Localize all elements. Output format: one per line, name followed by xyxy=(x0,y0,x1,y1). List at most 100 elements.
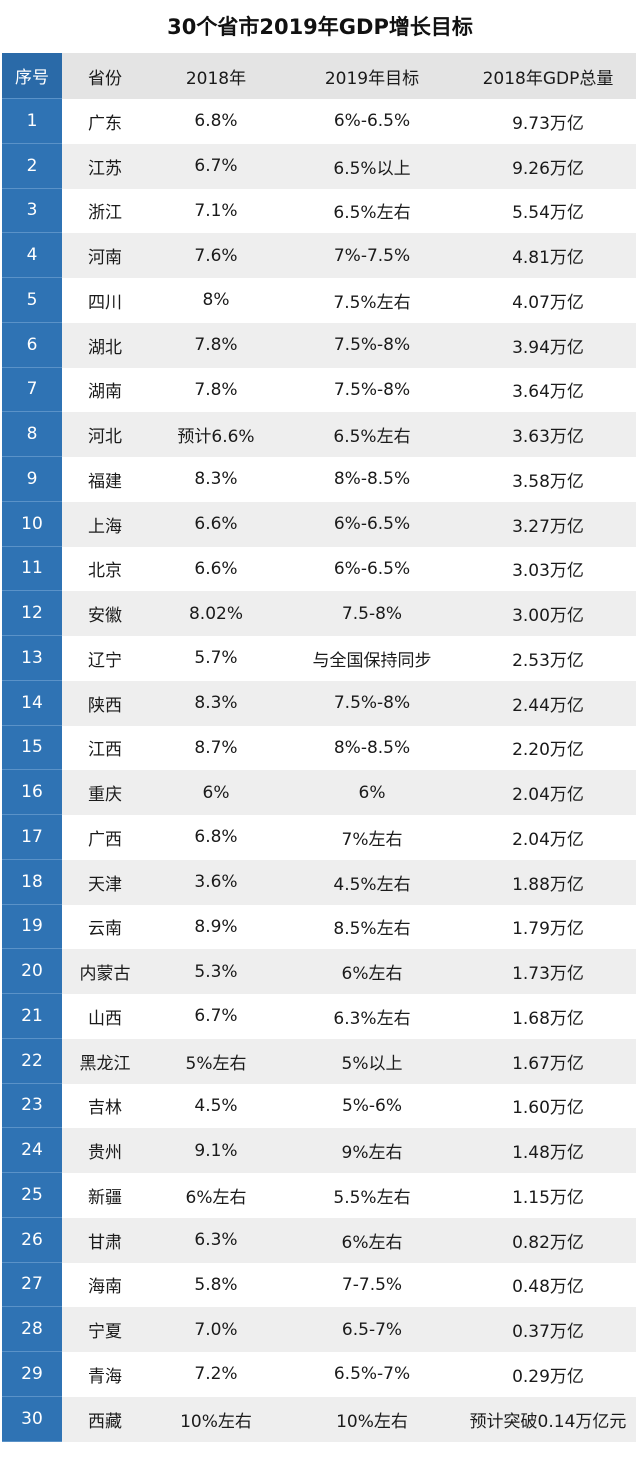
row-growth-2018: 5.3% xyxy=(194,961,238,982)
row-index: 7 xyxy=(2,367,62,413)
row-gdp-2018: 1.73万亿 xyxy=(512,964,584,985)
row-growth-2018: 8% xyxy=(202,290,230,311)
row-growth-2018: 6.7% xyxy=(194,156,238,177)
row-province: 广西 xyxy=(88,829,122,850)
row-gdp-2018: 3.64万亿 xyxy=(512,382,584,403)
row-gdp-2018: 2.53万亿 xyxy=(512,650,584,671)
row-growth-2018: 6.8% xyxy=(194,111,238,132)
row-growth-2018: 8.7% xyxy=(194,737,238,758)
gdp-table: 序号 省份 2018年 2019年目标 2018年GDP总量 1 广东 6.8% 6%… xyxy=(2,53,636,1442)
row-province: 浙江 xyxy=(88,203,122,224)
page-title: 30个省市2019年GDP增长目标 xyxy=(167,15,473,39)
header-target-2019: 2019年目标 xyxy=(324,68,420,89)
row-province: 贵州 xyxy=(88,1143,122,1164)
table-row: 27 海南 5.8% 7-7.5% 0.48万亿 xyxy=(2,1262,636,1308)
row-gdp-2018: 0.37万亿 xyxy=(512,1322,584,1343)
row-growth-2018: 4.5% xyxy=(194,1095,238,1116)
row-target-2019: 6%左右 xyxy=(341,964,403,985)
row-growth-2018: 8.3% xyxy=(194,469,238,490)
row-province: 黑龙江 xyxy=(79,1053,131,1074)
row-growth-2018: 5.7% xyxy=(194,648,238,669)
row-gdp-2018: 2.44万亿 xyxy=(512,695,584,716)
row-gdp-2018: 1.79万亿 xyxy=(512,919,584,940)
row-gdp-2018: 2.04万亿 xyxy=(512,829,584,850)
row-target-2019: 7-7.5% xyxy=(341,1274,403,1295)
row-target-2019: 6%-6.5% xyxy=(333,111,411,132)
row-growth-2018: 6% xyxy=(202,782,230,803)
row-growth-2018: 6%左右 xyxy=(185,1187,247,1208)
table-body: 1 广东 6.8% 6%-6.5% 9.73万亿 2 江苏 6.7% 6.5%以上 9.26万亿 3… xyxy=(2,99,636,1442)
row-index: 10 xyxy=(2,501,62,547)
table-row: 5 四川 8% 7.5%左右 4.07万亿 xyxy=(2,278,636,323)
table-row: 20 内蒙古 5.3% 6%左右 1.73万亿 xyxy=(2,949,636,994)
row-index: 5 xyxy=(2,278,62,323)
header-province: 省份 xyxy=(88,68,122,89)
row-target-2019: 6%左右 xyxy=(341,1232,403,1253)
row-growth-2018: 7.8% xyxy=(194,335,238,356)
row-index: 14 xyxy=(2,680,62,726)
row-gdp-2018: 1.67万亿 xyxy=(512,1053,584,1074)
row-gdp-2018: 3.94万亿 xyxy=(512,337,584,358)
row-gdp-2018: 3.00万亿 xyxy=(512,606,584,627)
row-target-2019: 5.5%左右 xyxy=(333,1187,411,1208)
row-index: 11 xyxy=(2,546,62,592)
row-province: 青海 xyxy=(88,1366,122,1387)
row-gdp-2018: 1.48万亿 xyxy=(512,1143,584,1164)
row-province: 海南 xyxy=(88,1277,122,1298)
row-target-2019: 6%-6.5% xyxy=(333,514,411,535)
table-row: 12 安徽 8.02% 7.5-8% 3.00万亿 xyxy=(2,591,636,636)
row-growth-2018: 3.6% xyxy=(194,872,238,893)
row-gdp-2018: 9.26万亿 xyxy=(512,158,584,179)
table-row: 23 吉林 4.5% 5%-6% 1.60万亿 xyxy=(2,1083,636,1129)
row-growth-2018: 7.8% xyxy=(194,379,238,400)
row-target-2019: 8.5%左右 xyxy=(333,919,411,940)
table-row: 24 贵州 9.1% 9%左右 1.48万亿 xyxy=(2,1128,636,1173)
table-row: 4 河南 7.6% 7%-7.5% 4.81万亿 xyxy=(2,233,636,278)
row-index: 15 xyxy=(2,725,62,771)
row-target-2019: 6.5%左右 xyxy=(333,203,411,224)
row-index: 13 xyxy=(2,636,62,681)
row-gdp-2018: 3.03万亿 xyxy=(512,561,584,582)
row-index: 25 xyxy=(2,1173,62,1218)
table-row: 1 广东 6.8% 6%-6.5% 9.73万亿 xyxy=(2,99,636,144)
row-province: 山西 xyxy=(88,1008,122,1029)
table-row: 21 山西 6.7% 6.3%左右 1.68万亿 xyxy=(2,994,636,1039)
row-index: 30 xyxy=(2,1396,62,1442)
row-gdp-2018: 预计突破0.14万亿元 xyxy=(469,1411,627,1432)
row-province: 云南 xyxy=(88,919,122,940)
table-row: 26 甘肃 6.3% 6%左右 0.82万亿 xyxy=(2,1217,636,1263)
row-growth-2018: 7.6% xyxy=(194,245,238,266)
table-row: 25 新疆 6%左右 5.5%左右 1.15万亿 xyxy=(2,1173,636,1218)
table-row: 18 天津 3.6% 4.5%左右 1.88万亿 xyxy=(2,859,636,905)
row-gdp-2018: 3.58万亿 xyxy=(512,471,584,492)
row-target-2019: 6.3%左右 xyxy=(333,1008,411,1029)
row-growth-2018: 8.3% xyxy=(194,693,238,714)
row-province: 江苏 xyxy=(88,158,122,179)
table-row: 11 北京 6.6% 6%-6.5% 3.03万亿 xyxy=(2,546,636,592)
row-province: 宁夏 xyxy=(88,1322,122,1343)
table-row: 22 黑龙江 5%左右 5%以上 1.67万亿 xyxy=(2,1038,636,1084)
row-growth-2018: 7.1% xyxy=(194,200,238,221)
row-growth-2018: 9.1% xyxy=(194,1140,238,1161)
row-index: 26 xyxy=(2,1217,62,1263)
row-target-2019: 7.5%-8% xyxy=(333,379,411,400)
table-row: 10 上海 6.6% 6%-6.5% 3.27万亿 xyxy=(2,501,636,547)
table-row: 16 重庆 6% 6% 2.04万亿 xyxy=(2,770,636,815)
row-index: 28 xyxy=(2,1307,62,1352)
row-index: 3 xyxy=(2,188,62,234)
row-index: 8 xyxy=(2,412,62,457)
row-index: 2 xyxy=(2,143,62,189)
row-index: 21 xyxy=(2,994,62,1039)
row-gdp-2018: 2.04万亿 xyxy=(512,785,584,806)
row-index: 1 xyxy=(2,99,62,144)
row-gdp-2018: 3.63万亿 xyxy=(512,427,584,448)
row-province: 四川 xyxy=(88,292,122,313)
row-target-2019: 7%-7.5% xyxy=(333,245,411,266)
row-gdp-2018: 0.29万亿 xyxy=(512,1366,584,1387)
row-gdp-2018: 3.27万亿 xyxy=(512,516,584,537)
row-target-2019: 7.5-8% xyxy=(341,603,403,624)
row-growth-2018: 6.6% xyxy=(194,514,238,535)
table-row: 9 福建 8.3% 8%-8.5% 3.58万亿 xyxy=(2,457,636,502)
row-province: 新疆 xyxy=(88,1187,122,1208)
row-province: 重庆 xyxy=(88,785,122,806)
